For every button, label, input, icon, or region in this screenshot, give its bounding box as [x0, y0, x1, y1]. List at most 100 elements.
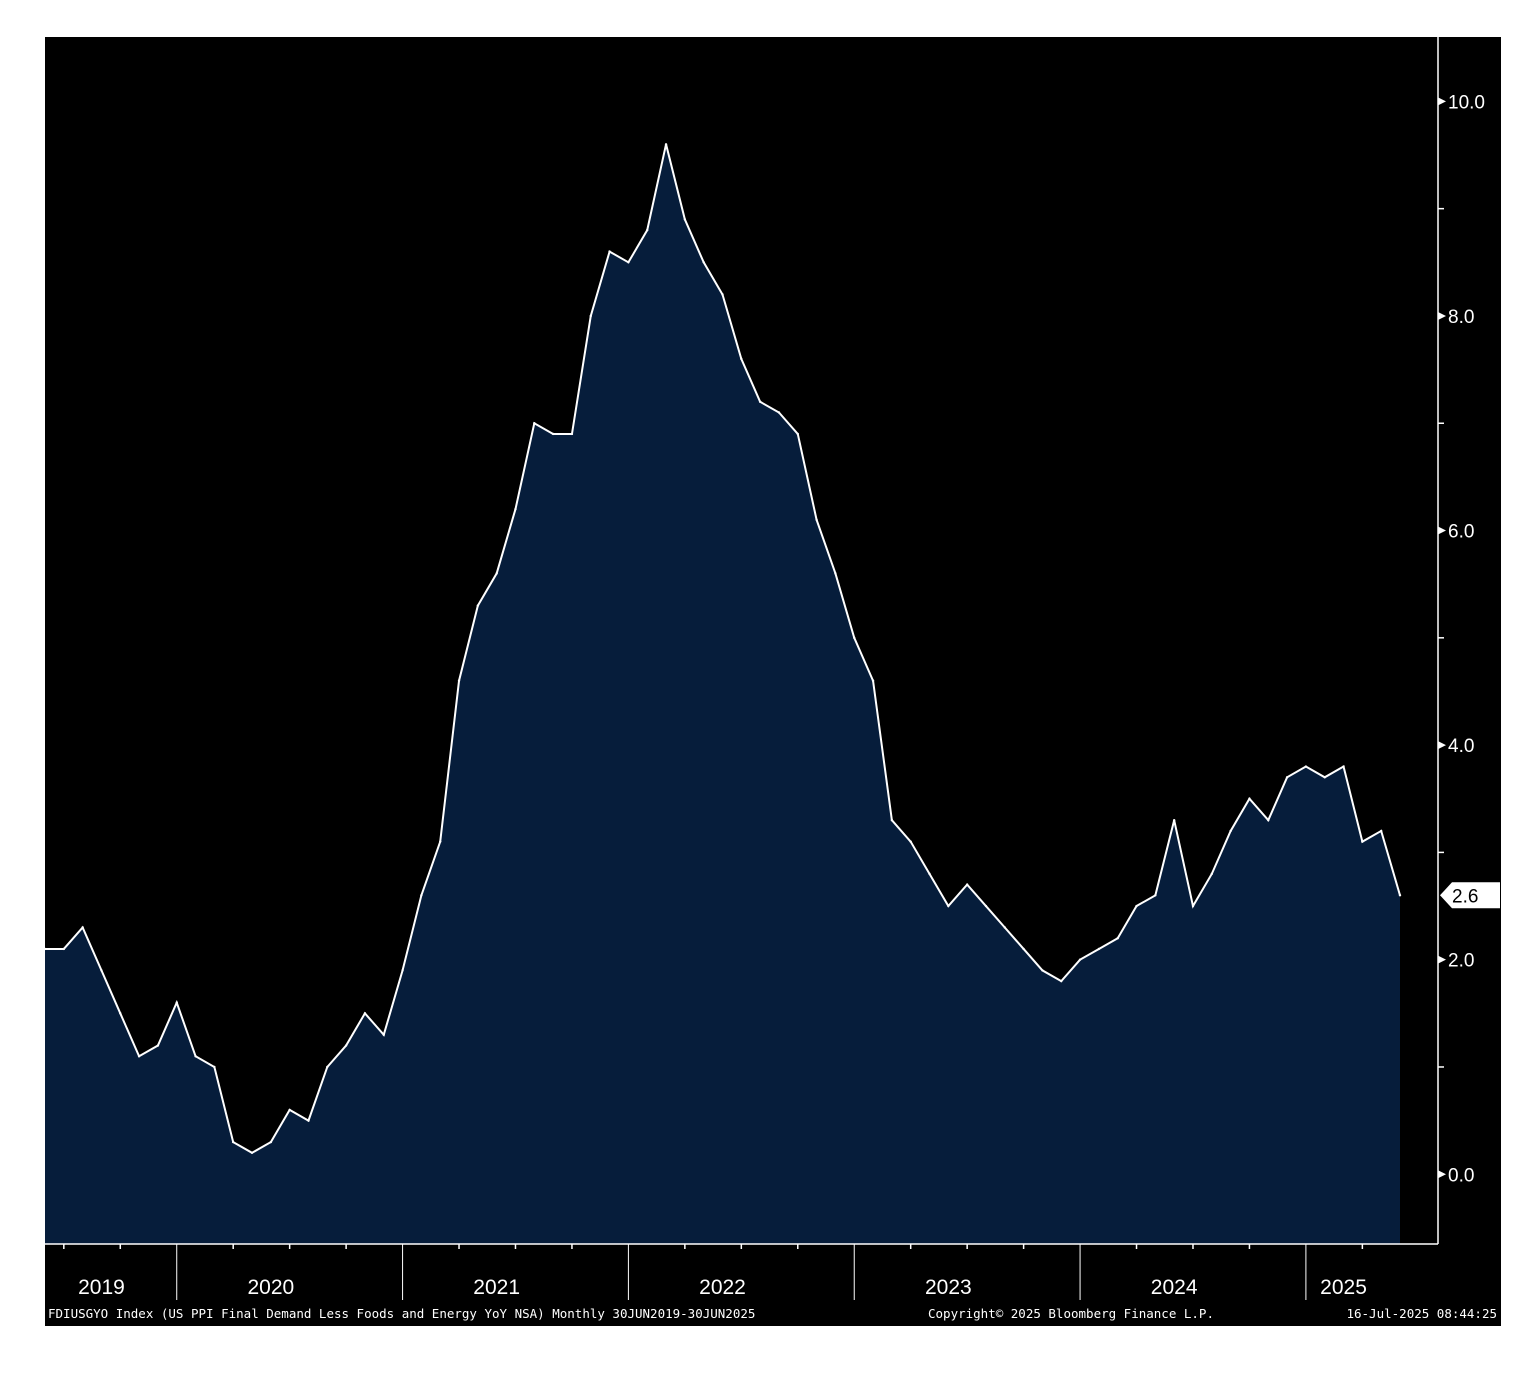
- data-point: [1135, 904, 1138, 908]
- data-point: [194, 1055, 197, 1058]
- data-point: [420, 894, 423, 897]
- data-point: [307, 1119, 310, 1122]
- data-point: [947, 904, 950, 908]
- data-point: [1172, 819, 1176, 822]
- data-point: [683, 218, 687, 221]
- data-point: [871, 679, 875, 682]
- y-tick-label: 6.0: [1448, 522, 1474, 543]
- data-point: [1078, 958, 1082, 961]
- x-tick-label: 2024: [1151, 1276, 1198, 1299]
- data-point: [514, 507, 517, 511]
- data-point: [401, 969, 404, 972]
- data-point: [533, 422, 536, 425]
- data-point: [495, 572, 498, 575]
- y-tick-mark: [1438, 311, 1446, 320]
- data-point: [288, 1108, 291, 1112]
- x-tick-label: 2021: [473, 1276, 520, 1299]
- data-point: [43, 947, 47, 951]
- data-point: [326, 1065, 329, 1069]
- y-tick-label: 2.0: [1448, 951, 1474, 972]
- y-tick-mark: [1438, 97, 1446, 106]
- data-point: [213, 1065, 216, 1069]
- data-point: [1041, 969, 1044, 972]
- data-point: [589, 314, 592, 318]
- y-tick-mark: [1438, 955, 1446, 964]
- y-axis: 10.0 8.0 6.0 4.0 2.0 0.0 2.6: [1437, 37, 1500, 1244]
- data-point: [81, 926, 84, 929]
- data-point: [796, 432, 799, 436]
- data-point: [1116, 937, 1119, 940]
- data-point: [231, 1140, 235, 1144]
- data-point: [608, 250, 611, 253]
- y-tick-mark: [1438, 1170, 1446, 1179]
- data-point: [119, 1012, 122, 1015]
- data-point: [570, 432, 574, 436]
- data-point: [1285, 776, 1289, 779]
- data-point: [965, 883, 969, 886]
- data-point: [439, 840, 442, 843]
- data-point: [1267, 819, 1270, 822]
- data-point: [1003, 926, 1006, 929]
- data-point: [1154, 894, 1157, 897]
- data-point: [909, 840, 912, 843]
- data-point: [1342, 765, 1345, 768]
- last-value-tag: [1440, 882, 1500, 909]
- data-point: [1398, 894, 1402, 897]
- data-point: [721, 293, 724, 296]
- y-tick-label: 0.0: [1448, 1165, 1474, 1186]
- data-point: [382, 1033, 385, 1036]
- data-point: [815, 518, 818, 521]
- data-point: [984, 904, 988, 908]
- data-point: [363, 1012, 367, 1015]
- data-point: [1022, 947, 1025, 951]
- x-tick-label: 2019: [78, 1276, 125, 1299]
- data-point: [702, 261, 705, 264]
- y-tick-label: 10.0: [1448, 92, 1485, 113]
- data-point: [1191, 904, 1195, 908]
- data-point: [1304, 765, 1308, 768]
- data-point: [1323, 776, 1326, 779]
- data-point: [137, 1055, 141, 1058]
- chart-footer: FDIUSGYO Index (US PPI Final Demand Less…: [48, 1306, 1497, 1321]
- x-tick-label: 2025: [1320, 1276, 1367, 1299]
- footer-description: FDIUSGYO Index (US PPI Final Demand Less…: [48, 1306, 755, 1321]
- x-tick-label: 2020: [247, 1276, 294, 1299]
- data-point: [1248, 797, 1251, 800]
- data-point: [1097, 947, 1101, 951]
- data-point: [551, 432, 555, 436]
- data-point: [1361, 840, 1364, 843]
- data-point: [1060, 979, 1063, 983]
- data-point: [457, 679, 461, 682]
- x-tick-label: 2023: [925, 1276, 972, 1299]
- data-point: [834, 572, 837, 575]
- footer-timestamp: 16-Jul-2025 08:44:25: [1346, 1306, 1497, 1321]
- data-point: [156, 1044, 160, 1047]
- data-point: [928, 872, 931, 876]
- data-point: [344, 1044, 348, 1047]
- data-point: [1229, 829, 1232, 833]
- y-tick-mark: [1438, 526, 1446, 535]
- data-point: [100, 969, 103, 972]
- data-point: [758, 400, 762, 403]
- data-point: [476, 604, 480, 607]
- data-point: [740, 357, 743, 361]
- data-point: [890, 819, 894, 822]
- data-point: [664, 143, 668, 146]
- data-point: [777, 411, 781, 414]
- x-axis: 2019 2020 2021 2022 2023 2024 2025: [45, 1243, 1438, 1300]
- y-tick-label: 8.0: [1448, 307, 1474, 328]
- data-point: [175, 1001, 178, 1004]
- data-point: [1379, 829, 1383, 833]
- plot-area: [43, 143, 1402, 1244]
- footer-copyright: Copyright© 2025 Bloomberg Finance L.P.: [928, 1306, 1214, 1321]
- y-tick-label: 4.0: [1448, 736, 1474, 757]
- data-point: [250, 1151, 254, 1155]
- x-tick-label: 2022: [699, 1276, 746, 1299]
- last-value-label: 2.6: [1452, 886, 1478, 907]
- data-point: [627, 261, 630, 264]
- y-tick-mark: [1438, 741, 1446, 750]
- data-point: [1210, 872, 1214, 876]
- data-point: [853, 636, 856, 640]
- data-point: [269, 1140, 273, 1144]
